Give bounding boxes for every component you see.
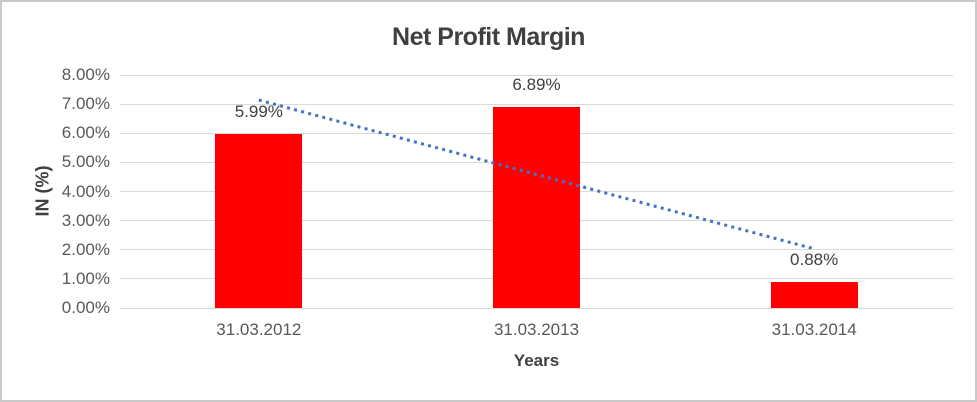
x-axis-category-label: 31.03.2013	[493, 320, 580, 339]
bar	[493, 107, 580, 308]
gridline	[120, 74, 953, 76]
bar-data-label: 0.88%	[790, 250, 839, 270]
bar-data-label: 5.99%	[234, 101, 283, 121]
x-axis-category-label: 31.03.2012	[216, 320, 302, 339]
y-axis-tick-label: 2.00%	[61, 239, 110, 259]
y-axis-tick-label: 1.00%	[61, 268, 110, 288]
y-axis-tick-label: 4.00%	[61, 181, 110, 201]
trendline	[258, 98, 815, 251]
y-axis-tick-label: 3.00%	[61, 210, 110, 230]
x-axis-title: Years	[513, 351, 560, 370]
x-axis-category-label: 31.03.2014	[771, 320, 857, 339]
plot-area: 5.99% 6.89% 0.88%	[120, 74, 953, 309]
bar	[770, 282, 858, 308]
gridline	[120, 307, 953, 309]
gridline	[120, 103, 953, 105]
y-axis-tick-label: 7.00%	[61, 94, 110, 114]
bar-data-label: 6.89%	[512, 75, 561, 95]
y-axis-tick-label: 5.00%	[61, 152, 110, 172]
y-axis-tick-label: 6.00%	[61, 123, 110, 143]
chart-title: Net Profit Margin	[392, 23, 585, 51]
y-axis-tick-label: 8.00%	[61, 65, 110, 84]
bar	[215, 133, 303, 308]
y-axis-tick-label: 0.00%	[61, 298, 110, 317]
